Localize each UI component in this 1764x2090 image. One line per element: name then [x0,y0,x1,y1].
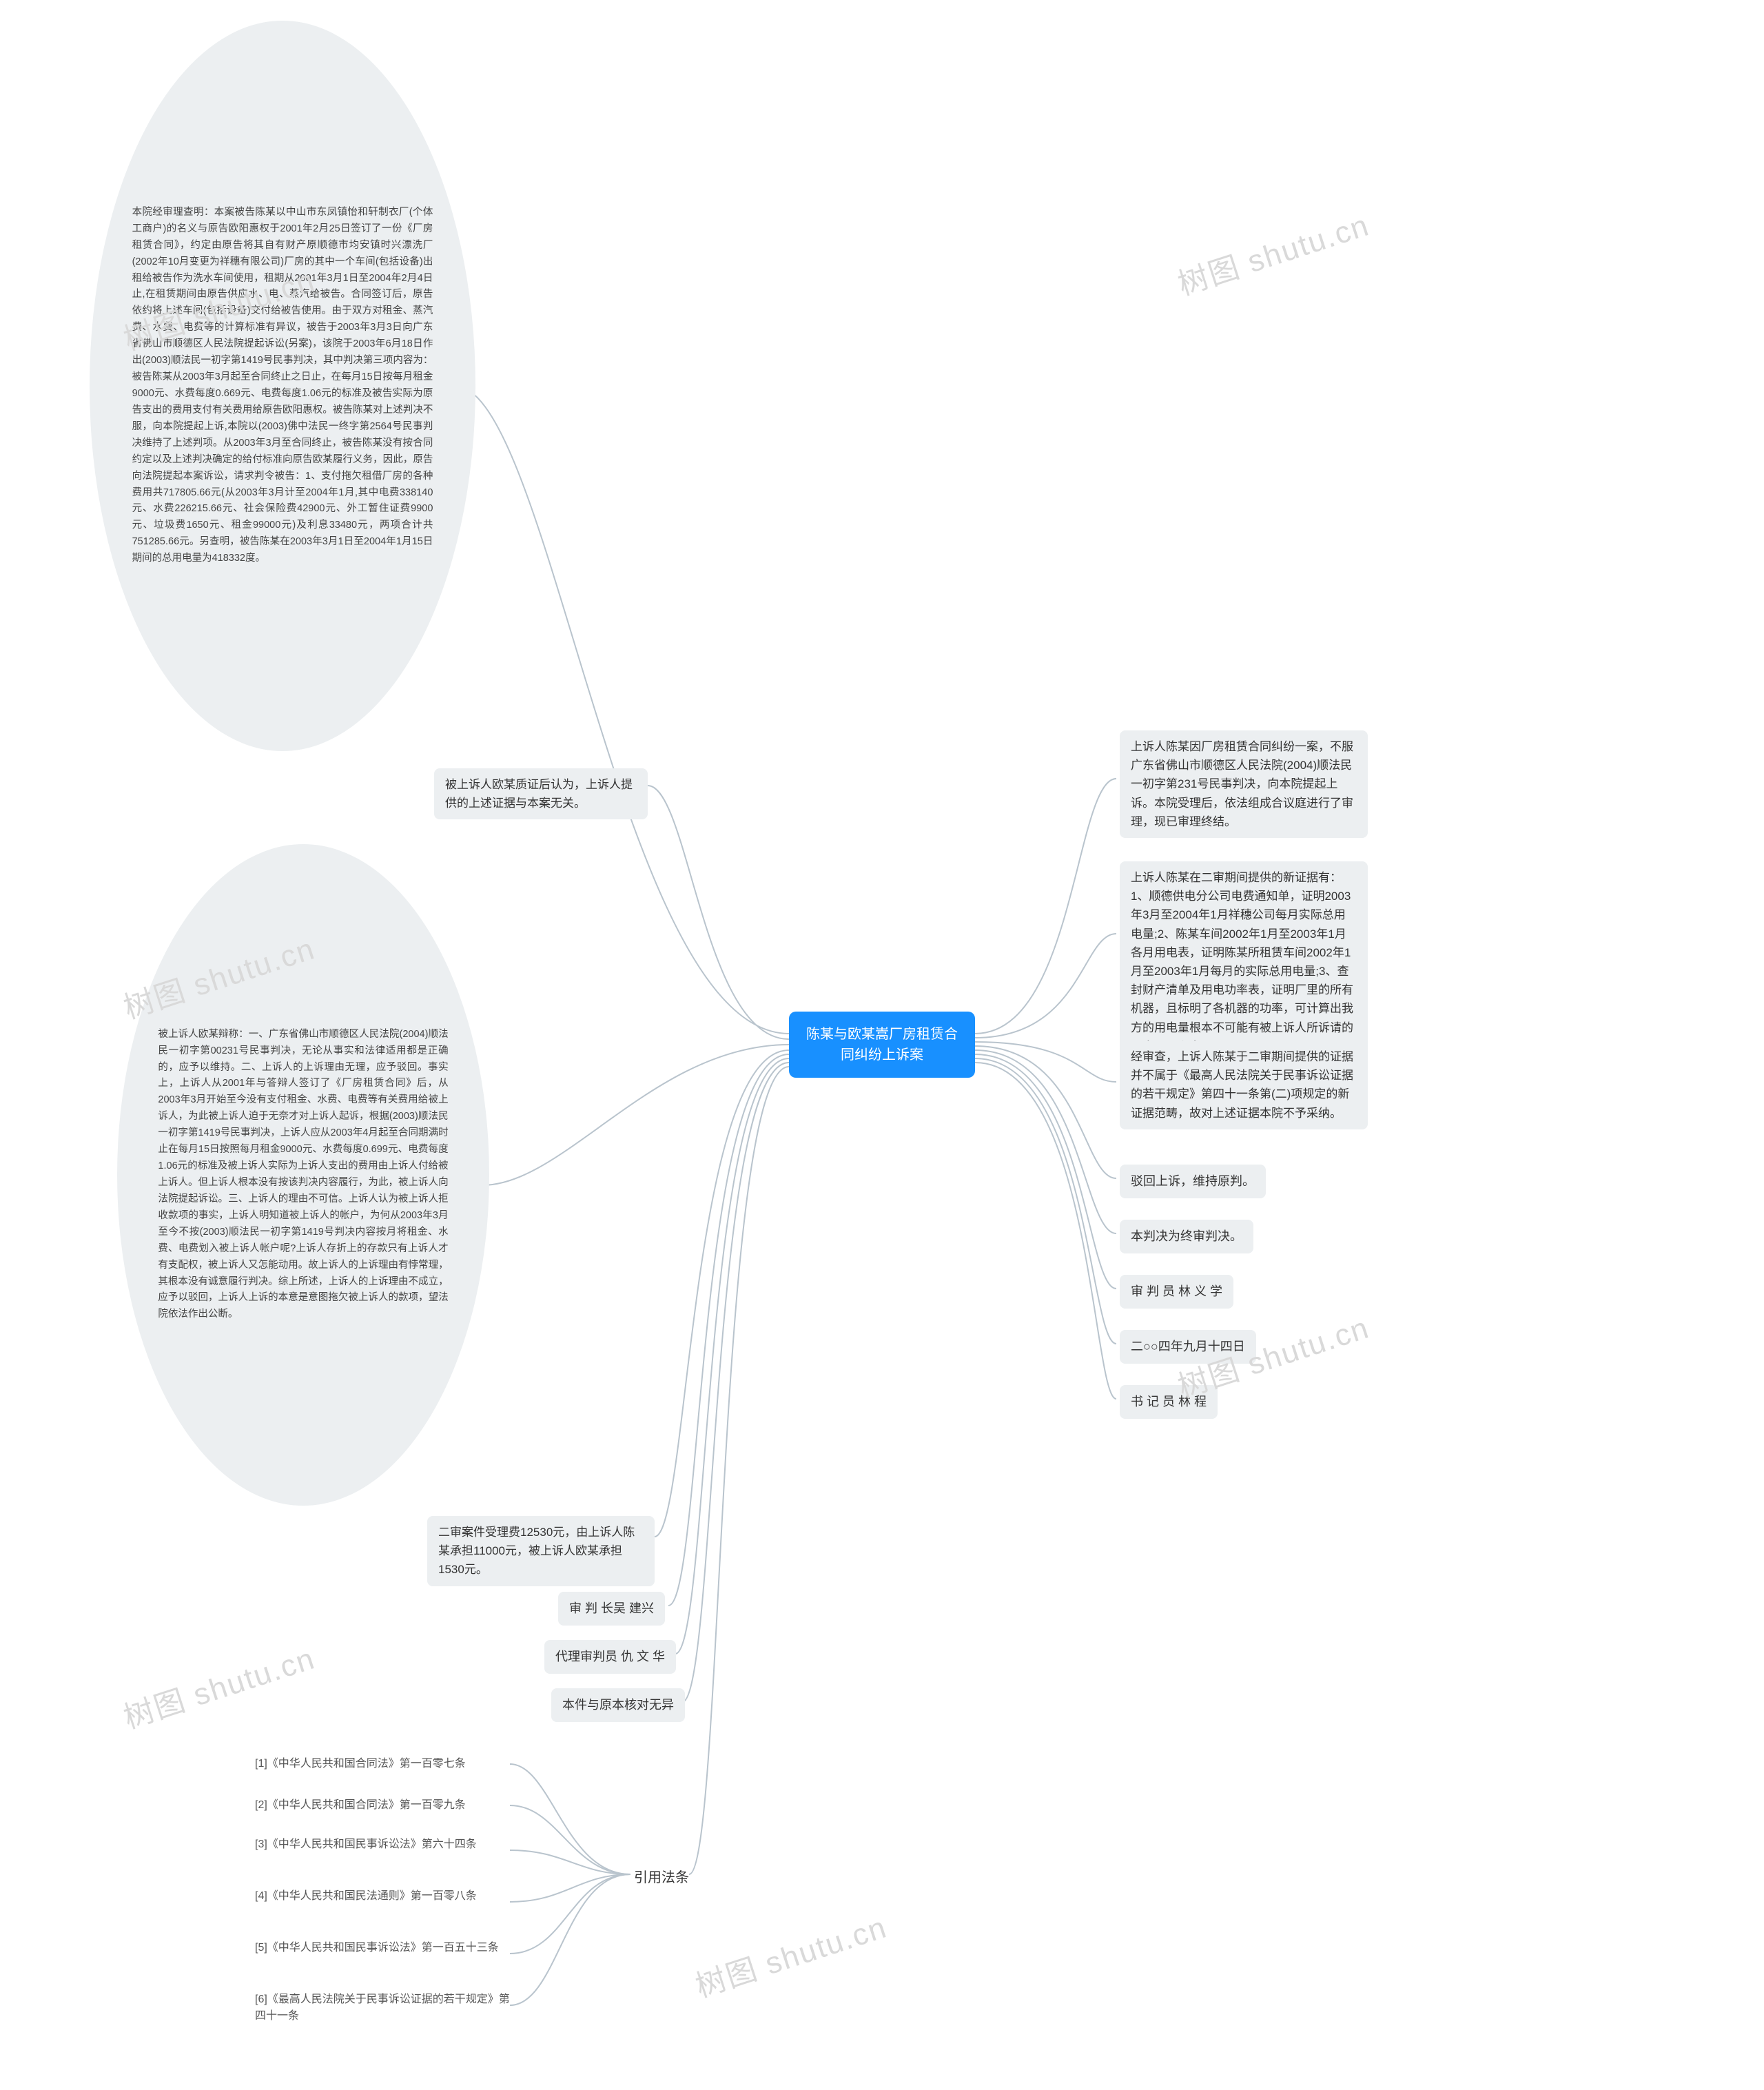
left-node-3-text: 审 判 长吴 建兴 [569,1601,654,1615]
right-node-3-text: 经审查，上诉人陈某于二审期间提供的证据并不属于《最高人民法院关于民事诉讼证据的若… [1131,1050,1353,1120]
watermark: 树图 shutu.cn [1171,201,1374,304]
watermark: 树图 shutu.cn [689,1903,892,2006]
ref-item-1-text: [2]《中华人民共和国合同法》第一百零九条 [255,1799,466,1811]
right-node-2[interactable]: 上诉人陈某在二审期间提供的新证据有：1、顺德供电分公司电费通知单，证明2003年… [1120,861,1368,1063]
left-node-3[interactable]: 审 判 长吴 建兴 [558,1592,665,1626]
right-node-8[interactable]: 书 记 员 林 程 [1120,1385,1218,1419]
ref-item-3-text: [4]《中华人民共和国民法通则》第一百零八条 [255,1890,477,1902]
ref-item-1[interactable]: [2]《中华人民共和国合同法》第一百零九条 [255,1797,466,1814]
right-node-4[interactable]: 驳回上诉，维持原判。 [1120,1165,1266,1198]
right-node-7-text: 二○○四年九月十四日 [1131,1340,1245,1353]
ref-item-0[interactable]: [1]《中华人民共和国合同法》第一百零七条 [255,1756,466,1772]
left-node-4-text: 代理审判员 仇 文 华 [555,1650,665,1663]
ref-item-5-text: [6]《最高人民法院关于民事诉讼证据的若干规定》第四十一条 [255,1994,510,2022]
right-node-7[interactable]: 二○○四年九月十四日 [1120,1330,1256,1364]
ref-item-2[interactable]: [3]《中华人民共和国民事诉讼法》第六十四条 [255,1836,510,1853]
root-title: 陈某与欧某嵩厂房租赁合同纠纷上诉案 [806,1027,958,1063]
left-bubble-2-text: 被上诉人欧某辩称：一、广东省佛山市顺德区人民法院(2004)顺法民一初字第002… [158,1027,448,1324]
ref-item-4[interactable]: [5]《中华人民共和国民事诉讼法》第一百五十三条 [255,1940,510,1956]
right-node-5-text: 本判决为终审判决。 [1131,1229,1242,1243]
root-node[interactable]: 陈某与欧某嵩厂房租赁合同纠纷上诉案 [789,1012,975,1078]
left-node-2-text: 二审案件受理费12530元，由上诉人陈某承担11000元，被上诉人欧某承担153… [438,1526,635,1576]
left-node-1-text: 被上诉人欧某质证后认为，上诉人提供的上述证据与本案无关。 [445,778,633,810]
left-node-4[interactable]: 代理审判员 仇 文 华 [544,1640,676,1674]
right-node-6[interactable]: 审 判 员 林 义 学 [1120,1275,1233,1309]
ref-item-2-text: [3]《中华人民共和国民事诉讼法》第六十四条 [255,1838,477,1850]
right-node-6-text: 审 判 员 林 义 学 [1131,1284,1222,1298]
right-node-3[interactable]: 经审查，上诉人陈某于二审期间提供的证据并不属于《最高人民法院关于民事诉讼证据的若… [1120,1041,1368,1129]
ref-item-0-text: [1]《中华人民共和国合同法》第一百零七条 [255,1758,466,1770]
ref-item-5[interactable]: [6]《最高人民法院关于民事诉讼证据的若干规定》第四十一条 [255,1991,510,2025]
left-bubble-1[interactable]: 本院经审理查明：本案被告陈某以中山市东凤镇怡和轩制衣厂(个体工商户)的名义与原告… [90,21,475,751]
right-node-1[interactable]: 上诉人陈某因厂房租赁合同纠纷一案，不服广东省佛山市顺德区人民法院(2004)顺法… [1120,730,1368,838]
right-node-2-text: 上诉人陈某在二审期间提供的新证据有：1、顺德供电分公司电费通知单，证明2003年… [1131,871,1353,1053]
left-node-1[interactable]: 被上诉人欧某质证后认为，上诉人提供的上述证据与本案无关。 [434,768,648,819]
ref-item-4-text: [5]《中华人民共和国民事诉讼法》第一百五十三条 [255,1942,499,1954]
left-node-2[interactable]: 二审案件受理费12530元，由上诉人陈某承担11000元，被上诉人欧某承担153… [427,1516,655,1586]
left-node-5-text: 本件与原本核对无异 [562,1698,674,1712]
left-bubble-1-text: 本院经审理查明：本案被告陈某以中山市东凤镇怡和轩制衣厂(个体工商户)的名义与原告… [132,205,433,567]
left-node-5[interactable]: 本件与原本核对无异 [551,1688,685,1722]
right-node-8-text: 书 记 员 林 程 [1131,1395,1207,1408]
right-node-1-text: 上诉人陈某因厂房租赁合同纠纷一案，不服广东省佛山市顺德区人民法院(2004)顺法… [1131,740,1353,828]
right-node-4-text: 驳回上诉，维持原判。 [1131,1174,1255,1188]
watermark: 树图 shutu.cn [117,1634,320,1737]
right-node-5[interactable]: 本判决为终审判决。 [1120,1220,1253,1253]
left-bubble-2[interactable]: 被上诉人欧某辩称：一、广东省佛山市顺德区人民法院(2004)顺法民一初字第002… [117,844,489,1506]
references-title[interactable]: 引用法条 [634,1866,689,1886]
ref-item-3[interactable]: [4]《中华人民共和国民法通则》第一百零八条 [255,1888,510,1905]
references-title-text: 引用法条 [634,1870,689,1885]
